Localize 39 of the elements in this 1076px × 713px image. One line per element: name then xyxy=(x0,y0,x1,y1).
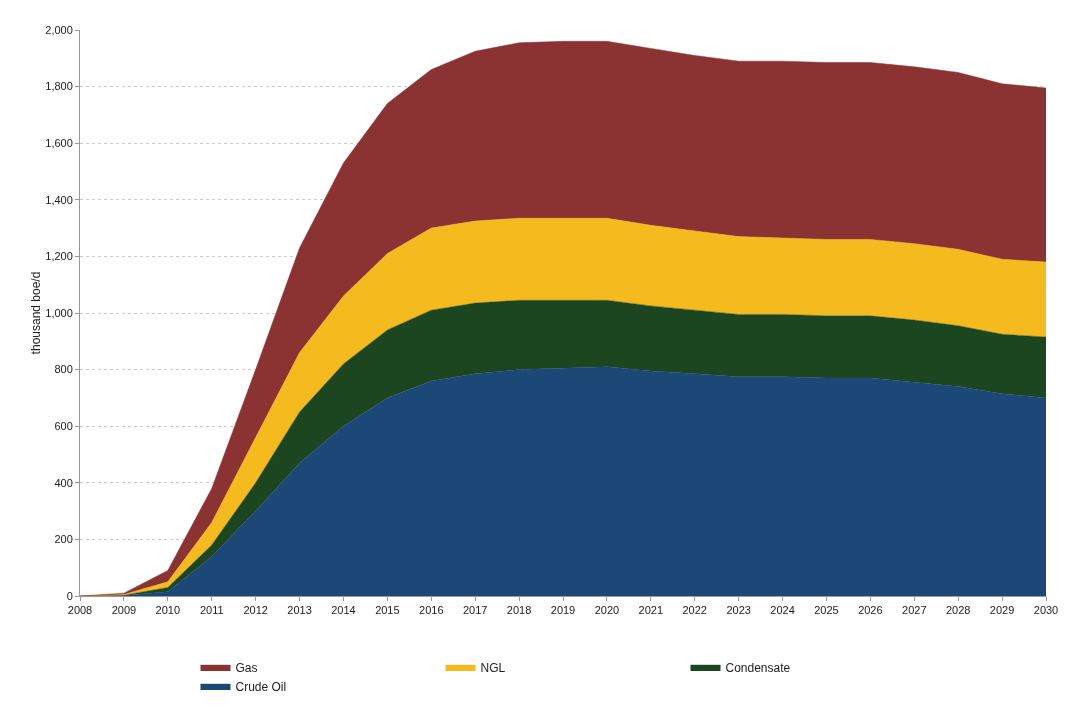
x-tick-label: 2012 xyxy=(243,604,268,617)
x-tick-label: 2028 xyxy=(945,604,971,617)
x-tick-label: 2019 xyxy=(550,604,576,617)
x-tick-label: 2013 xyxy=(287,604,312,617)
x-tick-label: 2025 xyxy=(814,604,839,617)
x-tick-label: 2018 xyxy=(506,604,532,617)
y-tick-label: 2,000 xyxy=(45,23,73,36)
y-tick-label: 1,200 xyxy=(45,250,73,263)
y-tick-label: 0 xyxy=(66,589,73,602)
x-tick-label: 2010 xyxy=(155,604,181,617)
x-tick-label: 2023 xyxy=(726,604,751,617)
x-tick-label: 2017 xyxy=(462,604,488,617)
x-tick-label: 2026 xyxy=(858,604,883,617)
x-tick-label: 2030 xyxy=(1033,604,1059,617)
y-tick-label: 800 xyxy=(54,363,73,376)
legend-label: Condensate xyxy=(725,660,791,675)
y-tick-label: 1,600 xyxy=(45,137,73,150)
y-axis-title: thousand boe/d xyxy=(29,271,44,355)
x-tick-label: 2027 xyxy=(902,604,927,617)
x-tick-label: 2015 xyxy=(375,604,400,617)
y-tick-label: 200 xyxy=(54,533,73,546)
x-tick-label: 2016 xyxy=(419,604,444,617)
y-tick-label: 1,000 xyxy=(45,306,73,319)
x-tick-label: 2014 xyxy=(331,604,356,617)
legend-label: Crude Oil xyxy=(235,679,287,694)
legend-label: NGL xyxy=(480,660,506,675)
y-tick-label: 400 xyxy=(54,476,73,489)
y-tick-label: 1,800 xyxy=(45,80,73,93)
x-tick-label: 2020 xyxy=(594,604,620,617)
y-tick-label: 1,400 xyxy=(45,193,73,206)
x-tick-label: 2024 xyxy=(770,604,795,617)
y-tick-label: 600 xyxy=(54,420,73,433)
x-tick-label: 2011 xyxy=(199,604,224,617)
x-tick-label: 2009 xyxy=(111,604,137,617)
x-tick-label: 2021 xyxy=(638,604,664,617)
legend-label: Gas xyxy=(235,660,258,675)
x-tick-label: 2029 xyxy=(989,604,1015,617)
x-tick-label: 2008 xyxy=(67,604,93,617)
x-tick-label: 2022 xyxy=(682,604,707,617)
